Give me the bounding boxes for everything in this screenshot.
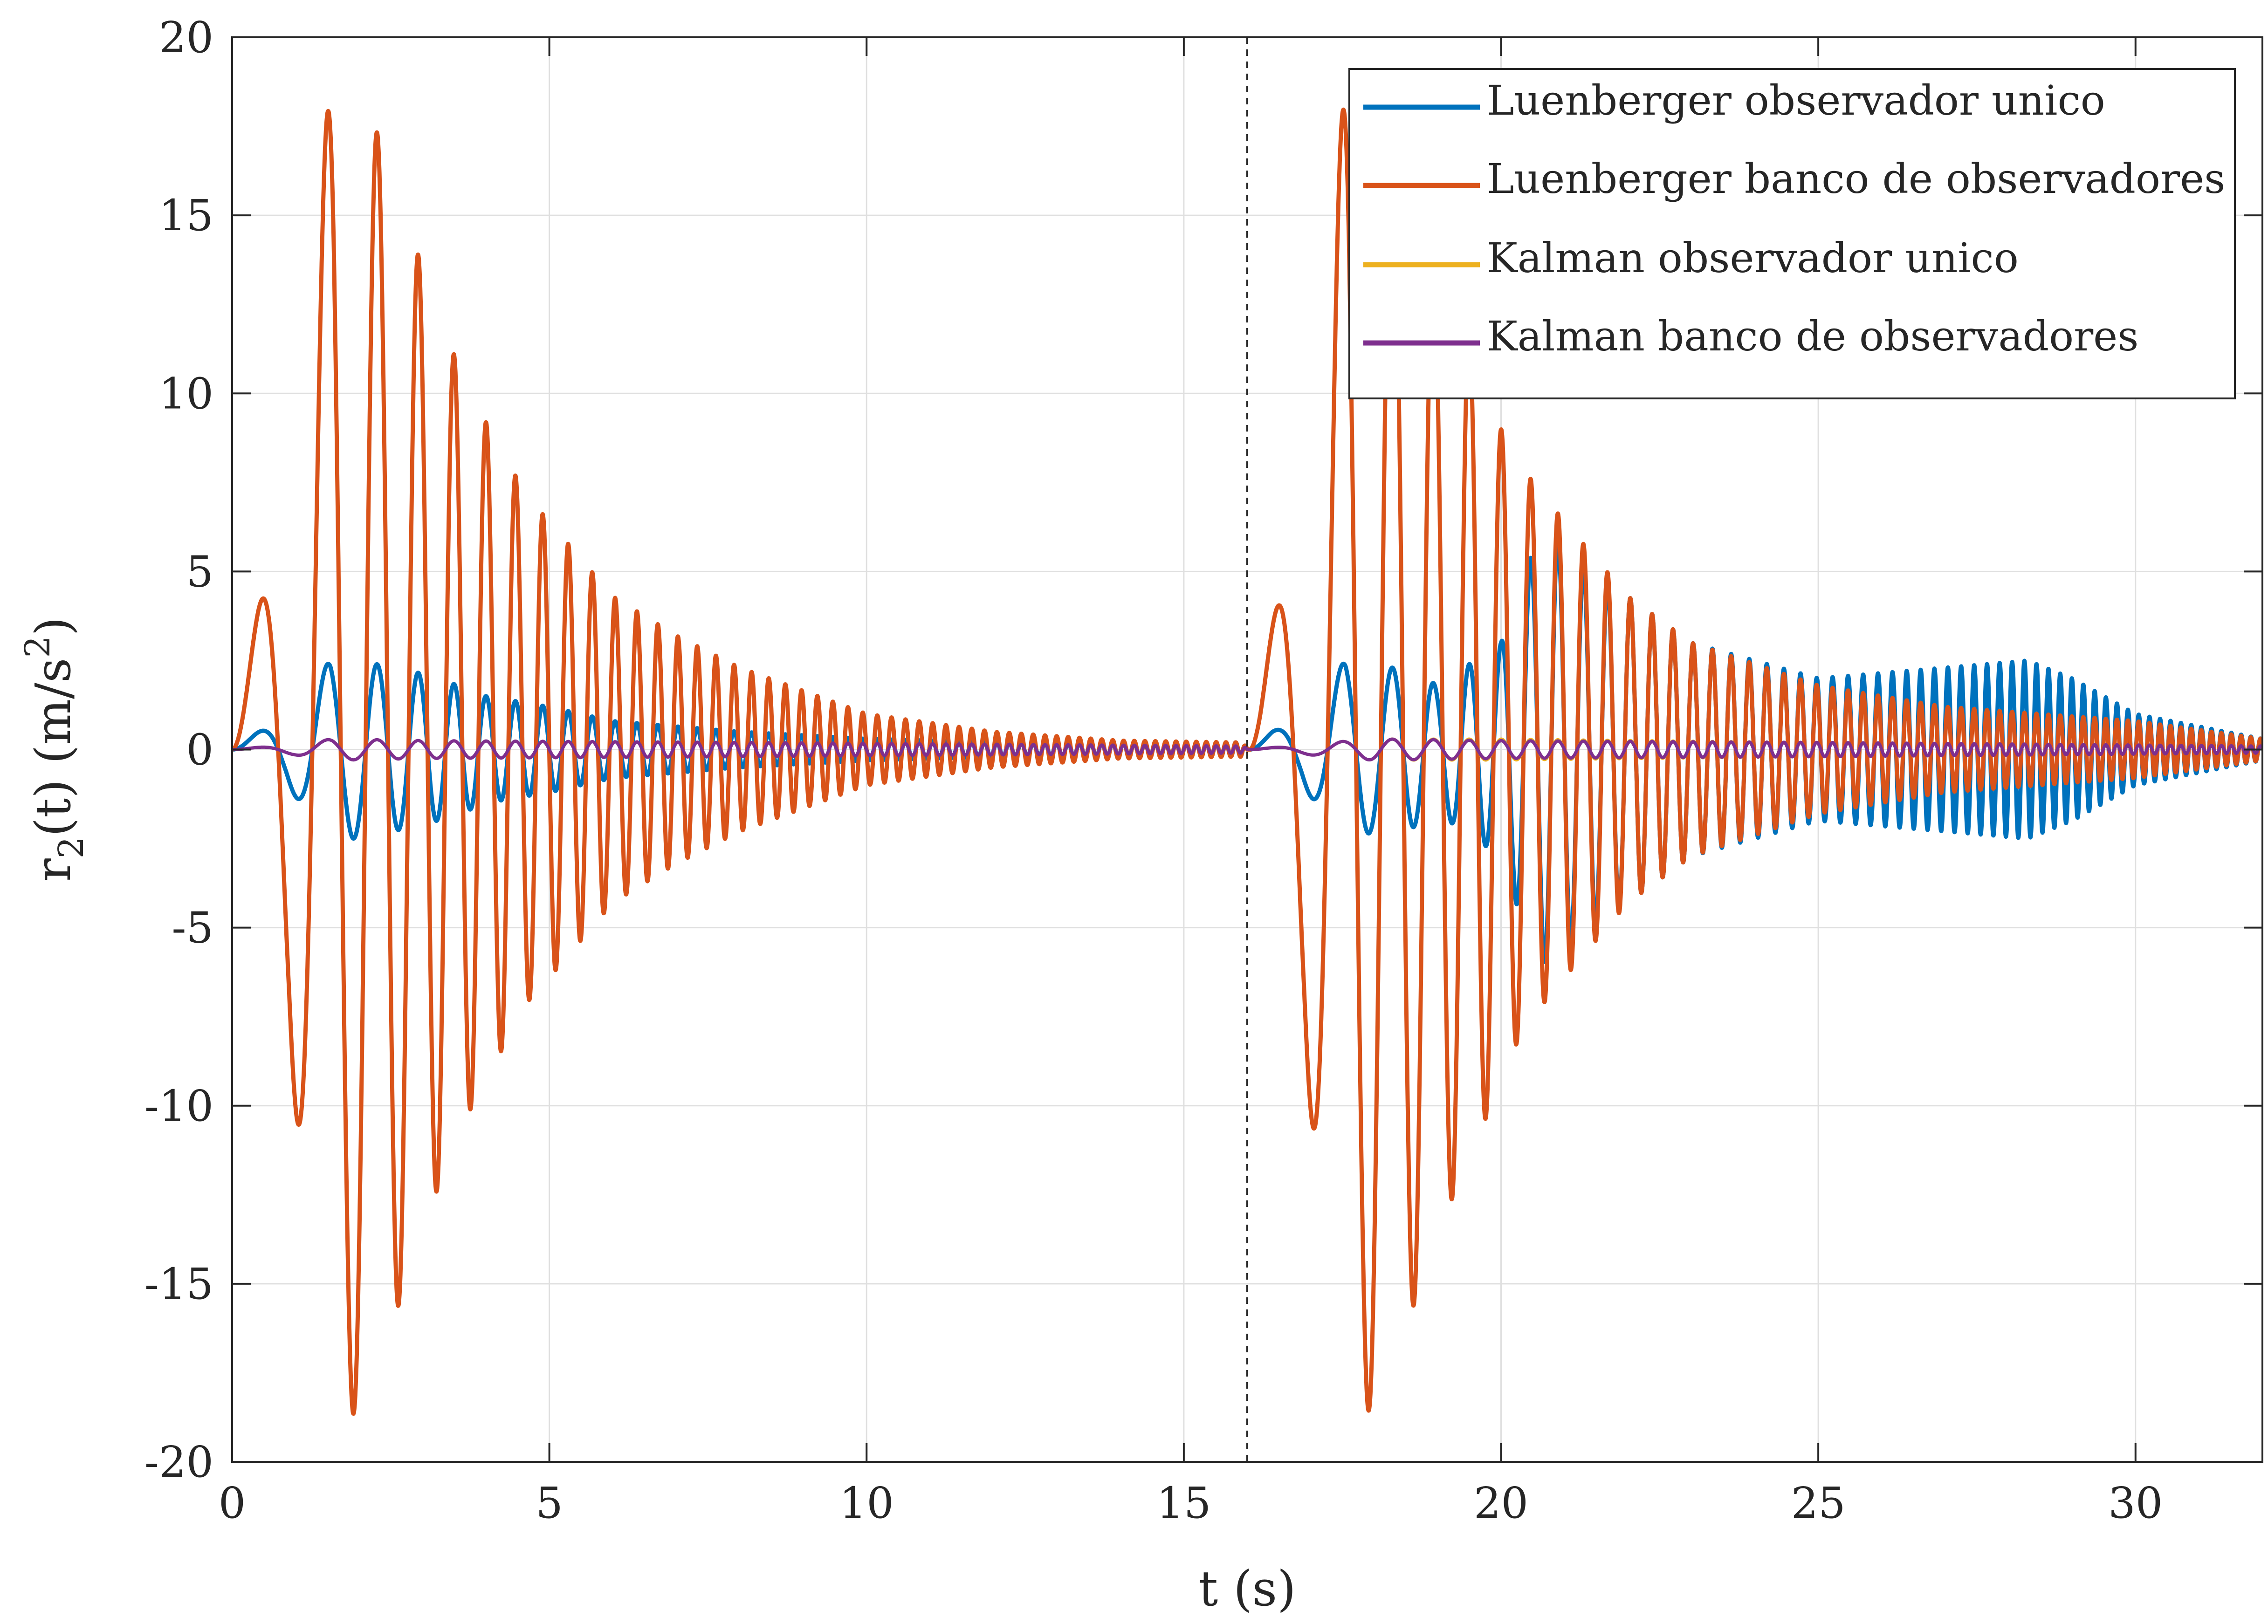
series-line-4 xyxy=(232,737,2262,762)
x-tick-label: 15 xyxy=(1156,1478,1211,1528)
legend-label-kalman-unico: Kalman observador unico xyxy=(1487,234,2019,282)
legend-label-luenberger-banco: Luenberger banco de observadores xyxy=(1487,155,2225,203)
legend: Luenberger observador unico Luenberger b… xyxy=(1348,68,2236,399)
y-axis-label: r2(t) (m/s2) xyxy=(18,617,91,882)
legend-label-kalman-banco: Kalman banco de observadores xyxy=(1487,312,2138,360)
x-tick-label: 0 xyxy=(219,1478,246,1528)
x-axis-label: t (s) xyxy=(1198,1560,1296,1617)
y-tick-label: -15 xyxy=(144,1259,213,1309)
y-axis-label-base: r xyxy=(25,858,82,882)
y-axis-label-sub: 2 xyxy=(51,836,91,858)
y-tick-label: -20 xyxy=(144,1437,213,1487)
y-tick-label: 0 xyxy=(186,725,213,775)
y-tick-label: 20 xyxy=(159,13,213,62)
y-axis-label-mid: (t) (m/s xyxy=(25,658,82,837)
legend-label-luenberger-unico: Luenberger observador unico xyxy=(1487,76,2105,124)
y-tick-labels: 20 15 10 5 0 -5 -10 -15 -20 xyxy=(144,13,213,1487)
y-tick-label: -5 xyxy=(172,903,213,953)
y-tick-label: 10 xyxy=(159,369,213,418)
y-tick-label: -10 xyxy=(144,1081,213,1131)
y-axis-label-sup: 2 xyxy=(18,636,58,658)
x-tick-labels: 0 5 10 15 20 25 30 xyxy=(219,1478,2163,1528)
x-tick-label: 10 xyxy=(839,1478,894,1528)
y-axis-label-end: ) xyxy=(25,617,82,636)
y-tick-label: 5 xyxy=(186,547,213,596)
x-tick-label: 20 xyxy=(1474,1478,1528,1528)
x-tick-label: 30 xyxy=(2108,1478,2163,1528)
series-layer xyxy=(232,107,2262,1416)
ticks xyxy=(231,36,2262,1463)
y-tick-label: 15 xyxy=(159,191,213,240)
x-tick-label: 25 xyxy=(1791,1478,1846,1528)
legend-box xyxy=(1348,68,2236,399)
x-tick-label: 5 xyxy=(536,1478,563,1528)
